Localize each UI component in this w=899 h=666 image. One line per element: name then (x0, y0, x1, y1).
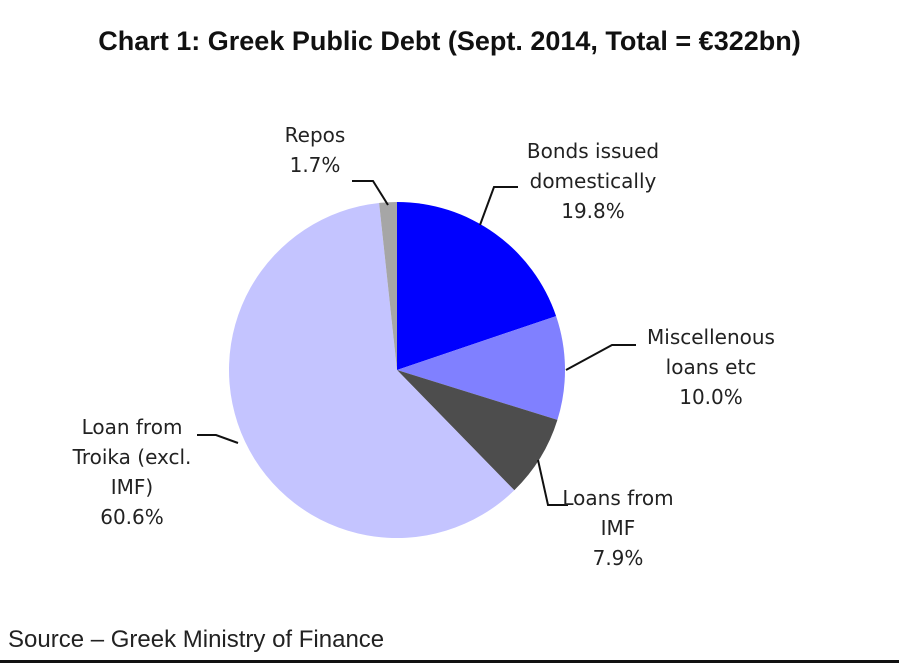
slice-percent-label: 1.7% (290, 153, 341, 177)
leader-lines (197, 180, 636, 506)
pie-slice-loans-from (397, 370, 558, 491)
slice-name-line: Repos (285, 123, 346, 147)
slice-name-line: IMF (601, 516, 636, 540)
slice-name-line: loans etc (666, 355, 757, 379)
slice-label-repos: Repos 1.7% (285, 123, 346, 177)
slice-name-line: domestically (530, 169, 657, 193)
slice-label-miscellenous: Miscellenous loans etc 10.0% (647, 325, 775, 409)
slice-name-line: Bonds issued (527, 139, 659, 163)
pie-slice-miscellenous (397, 316, 565, 420)
slice-percent-label: 19.8% (561, 199, 625, 223)
leader-line-loans-from (537, 459, 568, 506)
pie-slice-loan-from (228, 202, 515, 539)
slice-label-bonds-issued: Bonds issued domestically 19.8% (527, 139, 659, 223)
source-note: Source – Greek Ministry of Finance (8, 626, 385, 653)
slice-percent-label: 7.9% (593, 546, 644, 570)
slice-name-line: IMF) (111, 475, 153, 499)
leader-line-repos (352, 180, 389, 206)
slice-percent-label: 60.6% (100, 505, 164, 529)
leader-line-loan-from (197, 434, 239, 444)
slice-percent-label: 10.0% (679, 385, 743, 409)
pie-slices (228, 202, 565, 539)
slice-label-loan-from: Loan from Troika (excl. IMF) 60.6% (72, 415, 192, 529)
slice-labels: Bonds issued domestically 19.8% Miscellenou… (72, 123, 775, 570)
chart-title: Chart 1: Greek Public Debt (Sept. 2014, … (98, 26, 801, 56)
leader-line-miscellenous (565, 344, 636, 371)
slice-label-loans-from: Loans from IMF 7.9% (562, 486, 673, 570)
slice-name-line: Loan from (82, 415, 183, 439)
slice-name-line: Miscellenous (647, 325, 775, 349)
bottom-rule (0, 660, 899, 663)
pie-slice-bonds-issued (397, 202, 557, 370)
slice-name-line: Loans from (562, 486, 673, 510)
leader-line-bonds-issued (479, 186, 518, 226)
slice-name-line: Troika (excl. (72, 445, 192, 469)
pie-slice-repos (379, 202, 397, 370)
